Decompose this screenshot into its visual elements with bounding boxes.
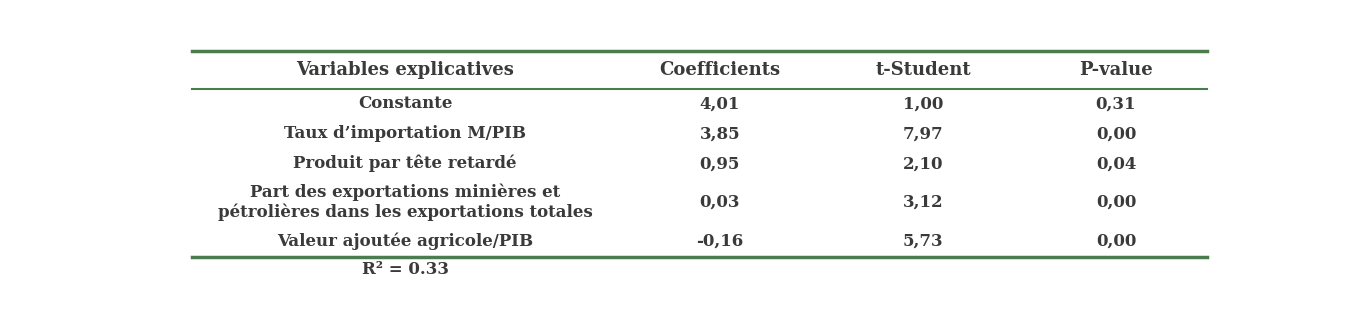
Text: 0,00: 0,00 (1096, 233, 1136, 250)
Text: Part des exportations minières et
pétrolières dans les exportations totales: Part des exportations minières et pétrol… (217, 184, 592, 222)
Text: t-Student: t-Student (875, 61, 971, 79)
Text: 3,12: 3,12 (902, 194, 943, 211)
Text: Produit par tête retardé: Produit par tête retardé (293, 155, 517, 172)
Text: 0,31: 0,31 (1096, 95, 1136, 112)
Text: 0,00: 0,00 (1096, 194, 1136, 211)
Text: 0,04: 0,04 (1096, 155, 1136, 172)
Text: Taux d’importation M/PIB: Taux d’importation M/PIB (284, 125, 526, 142)
Text: 0,00: 0,00 (1096, 125, 1136, 142)
Text: P-value: P-value (1080, 61, 1153, 79)
Text: 5,73: 5,73 (902, 233, 943, 250)
Text: Valeur ajoutée agricole/PIB: Valeur ajoutée agricole/PIB (277, 233, 534, 250)
Text: Variables explicatives: Variables explicatives (296, 61, 515, 79)
Text: -0,16: -0,16 (696, 233, 744, 250)
Text: 0,95: 0,95 (700, 155, 740, 172)
Text: 0,03: 0,03 (700, 194, 740, 211)
Text: 4,01: 4,01 (700, 95, 740, 112)
Text: Constante: Constante (358, 95, 452, 112)
Text: 7,97: 7,97 (902, 125, 943, 142)
Text: Coefficients: Coefficients (659, 61, 781, 79)
Text: 3,85: 3,85 (699, 125, 740, 142)
Text: 1,00: 1,00 (902, 95, 943, 112)
Text: 2,10: 2,10 (902, 155, 943, 172)
Text: R² = 0.33: R² = 0.33 (362, 261, 449, 278)
